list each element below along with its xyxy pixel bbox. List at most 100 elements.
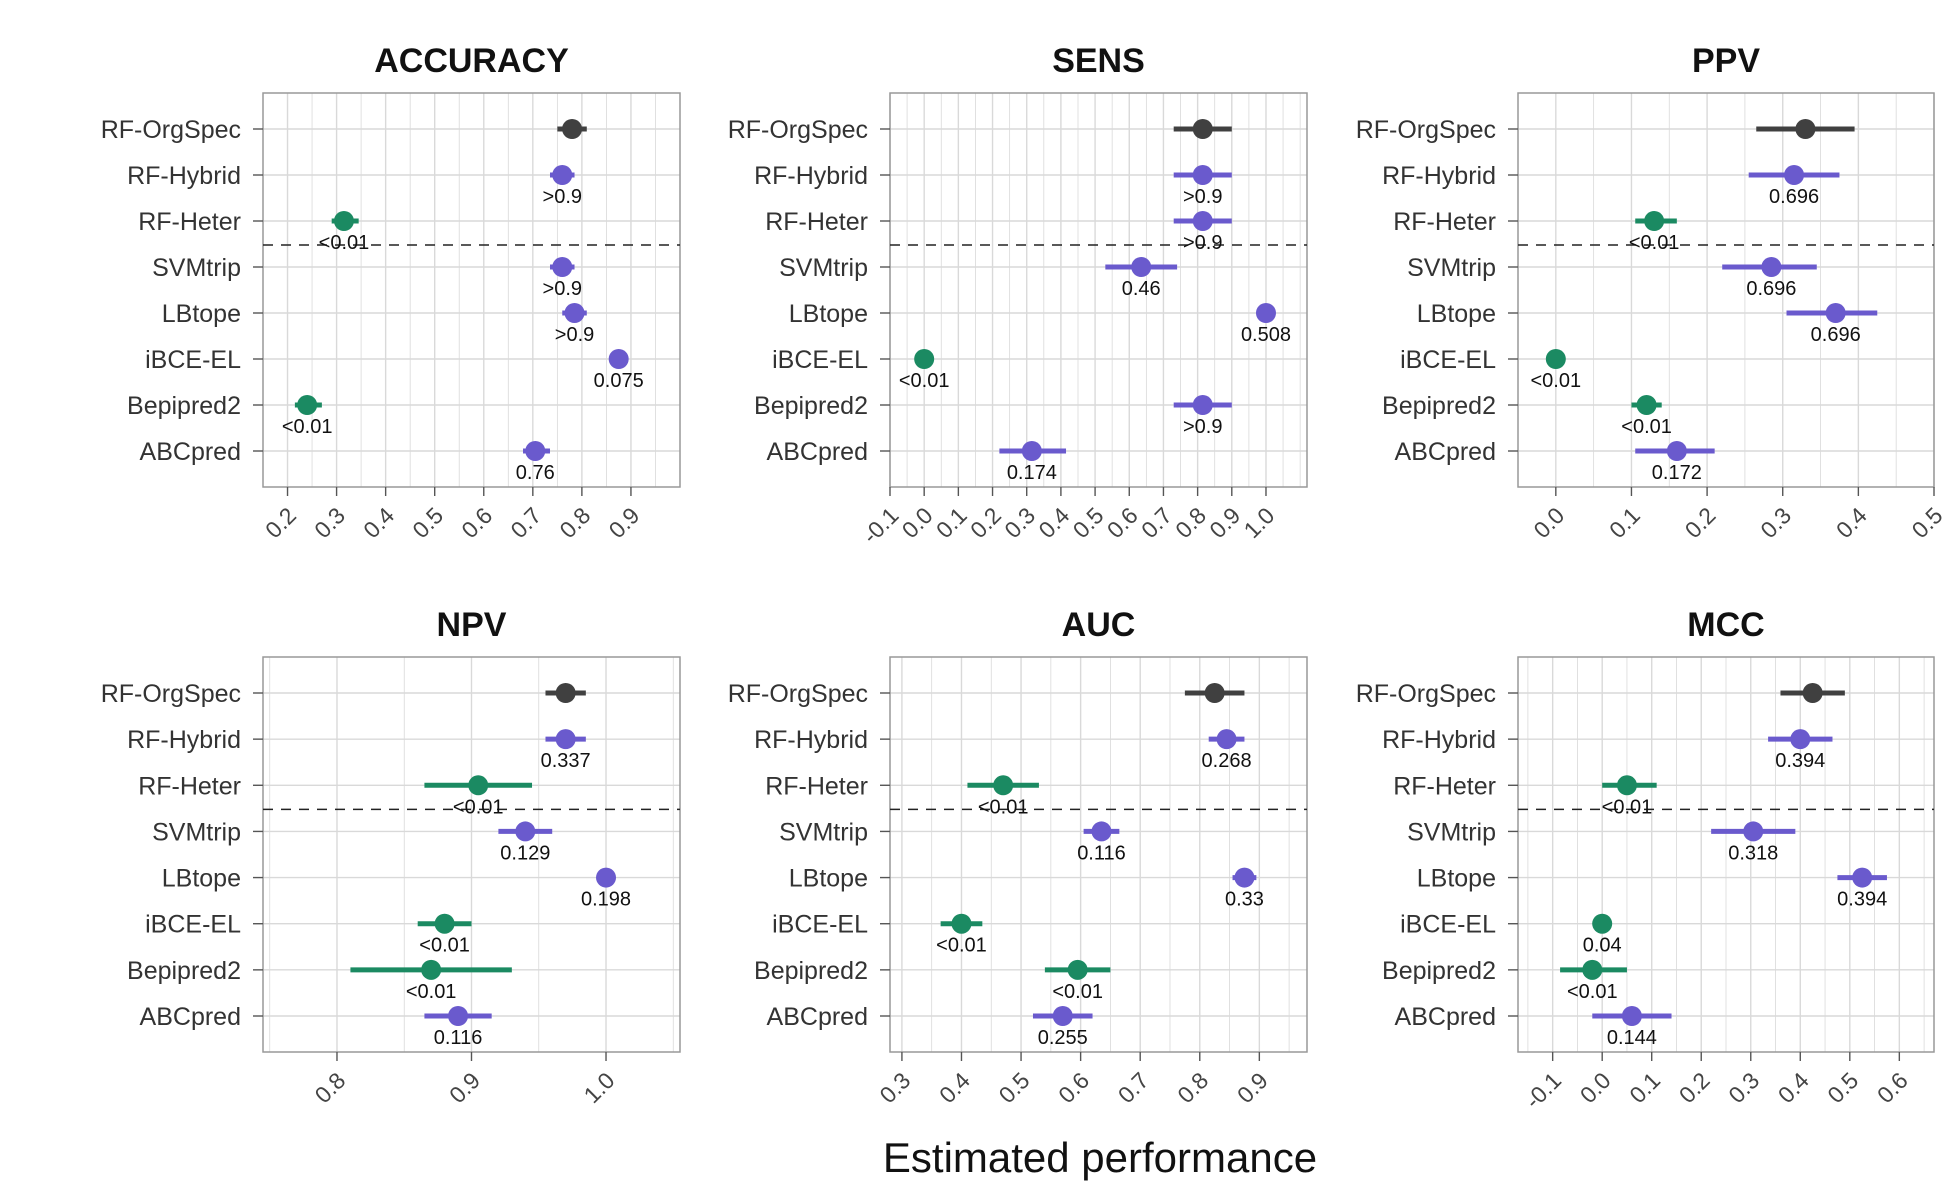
auc-p-value-label: 0.268 bbox=[1202, 750, 1252, 772]
sens-x-tick-label: 0.8 bbox=[1170, 502, 1211, 543]
mcc-point-estimate bbox=[1621, 1006, 1642, 1026]
accuracy-p-value-label: >0.9 bbox=[543, 186, 582, 208]
accuracy-p-value-label: >0.9 bbox=[555, 324, 594, 346]
auc-row-label: RF-Heter bbox=[765, 772, 868, 800]
mcc-p-value-label: <0.01 bbox=[1602, 796, 1653, 818]
ppv-p-value-label: 0.696 bbox=[1746, 278, 1796, 300]
ppv-panel-border bbox=[1517, 92, 1935, 488]
sens-row-label: RF-Hybrid bbox=[754, 162, 868, 190]
npv-row-label: RF-Heter bbox=[138, 772, 241, 800]
npv-panel-title: NPV bbox=[437, 606, 507, 644]
npv-point-estimate bbox=[434, 913, 455, 934]
mcc-point-estimate bbox=[1802, 683, 1823, 703]
ppv-panel-title: PPV bbox=[1692, 42, 1760, 80]
mcc-row-label: LBtope bbox=[1417, 865, 1496, 893]
ppv-point-estimate bbox=[1545, 349, 1566, 369]
ppv-row-label: RF-Hybrid bbox=[1382, 162, 1496, 190]
accuracy-x-tick-label: 0.7 bbox=[505, 502, 546, 543]
mcc-point-estimate bbox=[1743, 821, 1764, 842]
ppv-p-value-label: <0.01 bbox=[1531, 370, 1582, 392]
mcc-row-label: SVMtrip bbox=[1407, 818, 1496, 846]
ppv-row-label: Bepipred2 bbox=[1382, 392, 1496, 420]
ppv-point-estimate bbox=[1761, 257, 1782, 277]
auc-panel-title: AUC bbox=[1062, 606, 1136, 644]
auc-x-tick-label: 0.5 bbox=[994, 1067, 1035, 1108]
sens-panel-background bbox=[890, 93, 1307, 487]
mcc-point-estimate bbox=[1852, 867, 1873, 888]
mcc-row-label: ABCpred bbox=[1395, 1003, 1496, 1031]
auc-point-estimate bbox=[1052, 1006, 1073, 1026]
ppv-p-value-label: <0.01 bbox=[1621, 416, 1672, 438]
mcc-row-label: RF-OrgSpec bbox=[1356, 680, 1496, 708]
sens-row-label: LBtope bbox=[789, 300, 868, 328]
sens-point-estimate bbox=[1255, 303, 1276, 323]
accuracy-p-value-label: <0.01 bbox=[282, 416, 333, 438]
accuracy-x-tick-label: 0.8 bbox=[554, 502, 595, 543]
ppv-row-label: RF-Heter bbox=[1393, 208, 1496, 236]
sens-p-value-label: 0.46 bbox=[1122, 278, 1161, 300]
auc-row-label: RF-OrgSpec bbox=[728, 680, 868, 708]
accuracy-panel-background bbox=[263, 93, 680, 487]
mcc-point-estimate bbox=[1790, 729, 1811, 750]
auc-row-label: Bepipred2 bbox=[754, 957, 868, 985]
ppv-p-value-label: 0.696 bbox=[1811, 324, 1861, 346]
sens-x-tick-label: 0.3 bbox=[999, 502, 1040, 543]
sens-panel-title: SENS bbox=[1052, 42, 1145, 80]
npv-point-estimate bbox=[596, 867, 617, 888]
sens-p-value-label: 0.508 bbox=[1241, 324, 1291, 346]
mcc-p-value-label: 0.394 bbox=[1775, 750, 1825, 772]
accuracy-point-estimate bbox=[297, 395, 318, 415]
mcc-x-tick-label: 0.3 bbox=[1723, 1067, 1764, 1108]
ppv-x-tick-label: 0.4 bbox=[1831, 502, 1872, 543]
npv-row-label: RF-Hybrid bbox=[127, 726, 241, 754]
sens-x-tick-label: 0.0 bbox=[897, 502, 938, 543]
sens-row-label: iBCE-EL bbox=[772, 346, 868, 374]
ppv-p-value-label: 0.696 bbox=[1769, 186, 1819, 208]
ppv-x-tick-label: 0.0 bbox=[1528, 502, 1569, 543]
mcc-point-estimate bbox=[1616, 775, 1637, 796]
sens-p-value-label: >0.9 bbox=[1183, 416, 1222, 438]
accuracy-point-estimate bbox=[608, 349, 629, 369]
npv-x-tick-label: 0.8 bbox=[310, 1067, 351, 1108]
mcc-row-label: RF-Hybrid bbox=[1382, 726, 1496, 754]
accuracy-x-tick-label: 0.5 bbox=[407, 502, 448, 543]
mcc-x-tick-label: 0.1 bbox=[1624, 1067, 1665, 1108]
ppv-x-tick-label: 0.1 bbox=[1604, 502, 1645, 543]
sens-x-tick-label: 0.4 bbox=[1033, 502, 1074, 543]
auc-x-tick-label: 0.6 bbox=[1053, 1067, 1094, 1108]
auc-p-value-label: 0.116 bbox=[1077, 842, 1126, 864]
accuracy-x-tick-label: 0.9 bbox=[603, 502, 644, 543]
accuracy-row-label: Bepipred2 bbox=[127, 392, 241, 420]
accuracy-row-label: RF-OrgSpec bbox=[101, 116, 241, 144]
sens-point-estimate bbox=[1192, 395, 1213, 415]
sens-p-value-label: >0.9 bbox=[1183, 186, 1222, 208]
sens-x-tick-label: 0.9 bbox=[1204, 502, 1245, 543]
mcc-panel-title: MCC bbox=[1687, 606, 1764, 644]
mcc-point-estimate bbox=[1582, 959, 1603, 980]
mcc-x-tick-label: 0.2 bbox=[1674, 1067, 1715, 1108]
auc-x-tick-label: 0.9 bbox=[1232, 1067, 1273, 1108]
npv-x-tick-label: 1.0 bbox=[579, 1067, 620, 1108]
auc-panel-background bbox=[890, 657, 1307, 1052]
auc-p-value-label: 0.255 bbox=[1038, 1027, 1088, 1049]
sens-p-value-label: >0.9 bbox=[1183, 232, 1222, 254]
auc-p-value-label: <0.01 bbox=[1052, 981, 1103, 1003]
sens-point-estimate bbox=[1192, 119, 1213, 139]
accuracy-p-value-label: <0.01 bbox=[319, 232, 370, 254]
auc-point-estimate bbox=[1067, 959, 1088, 980]
sens-x-tick-label: 0.1 bbox=[931, 502, 972, 543]
npv-point-estimate bbox=[421, 959, 442, 980]
npv-p-value-label: 0.129 bbox=[500, 842, 550, 864]
auc-x-tick-label: 0.8 bbox=[1172, 1067, 1213, 1108]
sens-point-estimate bbox=[1131, 257, 1152, 277]
ppv-point-estimate bbox=[1666, 441, 1687, 461]
npv-p-value-label: 0.337 bbox=[541, 750, 591, 772]
accuracy-row-label: ABCpred bbox=[140, 438, 241, 466]
ppv-point-estimate bbox=[1636, 395, 1657, 415]
accuracy-point-estimate bbox=[525, 441, 546, 461]
npv-point-estimate bbox=[515, 821, 536, 842]
npv-row-label: Bepipred2 bbox=[127, 957, 241, 985]
sens-point-estimate bbox=[1021, 441, 1042, 461]
auc-point-estimate bbox=[1234, 867, 1255, 888]
